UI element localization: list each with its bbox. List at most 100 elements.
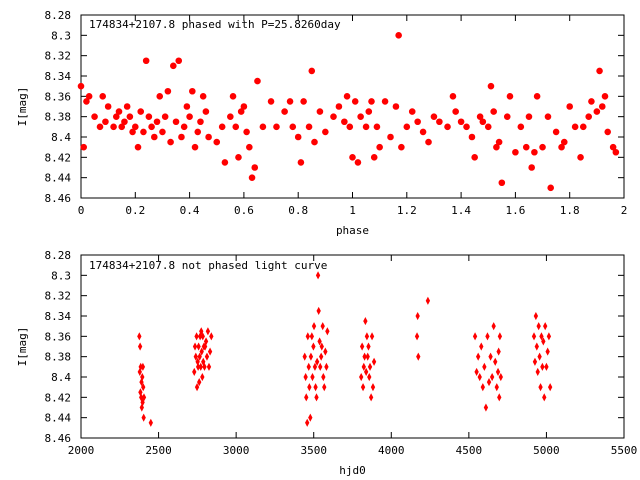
y-tick-label: 8.46 — [45, 192, 72, 205]
x-tick-label: 0 — [78, 204, 85, 217]
data-point — [537, 352, 542, 361]
data-point — [498, 179, 506, 187]
data-point — [452, 108, 459, 115]
data-point — [259, 123, 267, 131]
x-tick-label: 2 — [621, 204, 628, 217]
data-point — [325, 327, 330, 336]
data-point — [531, 332, 537, 341]
data-point — [273, 123, 280, 131]
data-point — [398, 143, 405, 151]
data-point — [436, 118, 443, 126]
data-point — [199, 93, 207, 100]
data-point — [475, 352, 481, 361]
data-point — [471, 154, 478, 161]
data-point — [294, 133, 302, 141]
data-point — [307, 383, 312, 392]
data-point — [544, 113, 552, 120]
data-point — [186, 113, 193, 120]
y-tick-label: 8.4 — [51, 131, 71, 144]
y-axis-label: I[mag] — [16, 327, 29, 367]
data-point — [140, 398, 145, 407]
data-point — [414, 118, 421, 126]
data-point — [199, 327, 204, 336]
data-point — [110, 123, 117, 131]
data-point — [308, 413, 313, 422]
data-point — [566, 103, 574, 110]
x-tick-label: 0.2 — [125, 204, 145, 217]
data-point — [316, 108, 324, 115]
data-point — [341, 118, 348, 126]
y-tick-label: 8.34 — [45, 310, 72, 323]
y-tick-label: 8.42 — [45, 151, 72, 164]
data-point — [318, 362, 323, 371]
x-tick-label: 0.4 — [180, 204, 200, 217]
data-point — [148, 123, 155, 131]
data-point — [533, 311, 539, 321]
data-point — [486, 378, 492, 387]
data-point — [371, 357, 377, 366]
data-point — [142, 57, 150, 65]
data-point — [494, 383, 499, 392]
data-point — [362, 123, 370, 131]
data-point — [547, 184, 554, 192]
data-point — [476, 113, 484, 120]
data-point — [598, 103, 606, 110]
data-point — [153, 118, 161, 126]
data-point — [366, 342, 371, 351]
data-point — [463, 123, 470, 131]
data-point — [522, 143, 530, 151]
data-point — [335, 103, 343, 110]
data-point — [207, 347, 213, 356]
data-point — [485, 332, 490, 341]
data-point — [357, 113, 364, 120]
data-point — [419, 128, 427, 136]
data-point — [539, 143, 546, 151]
data-point — [479, 342, 484, 351]
data-point — [373, 123, 381, 131]
data-point — [237, 108, 245, 115]
y-tick-label: 8.44 — [45, 172, 72, 185]
data-point — [552, 128, 560, 136]
data-point — [541, 337, 546, 346]
data-point — [137, 108, 145, 115]
data-point — [363, 367, 369, 376]
data-point — [367, 372, 372, 382]
data-point — [148, 418, 153, 427]
data-point — [161, 113, 169, 120]
data-point — [213, 138, 221, 146]
y-tick-label: 8.46 — [45, 432, 72, 445]
data-point — [363, 317, 368, 326]
data-point — [200, 332, 205, 341]
data-point — [189, 87, 196, 95]
data-point — [180, 123, 188, 131]
y-tick-label: 8.36 — [45, 90, 72, 103]
data-point — [311, 322, 317, 331]
data-point — [497, 332, 503, 341]
y-tick-label: 8.28 — [45, 249, 72, 262]
data-point — [305, 332, 310, 341]
data-point — [416, 352, 421, 361]
data-point — [305, 123, 313, 131]
data-point — [503, 113, 511, 120]
data-point — [493, 143, 500, 151]
data-point — [83, 98, 90, 105]
data-point — [320, 322, 325, 331]
data-point — [156, 93, 164, 100]
data-point — [322, 383, 327, 392]
data-point — [544, 362, 549, 371]
data-point — [192, 367, 197, 376]
data-point — [137, 342, 143, 351]
data-point — [140, 128, 147, 136]
x-tick-label: 5500 — [611, 444, 638, 457]
data-point — [596, 67, 603, 75]
data-point — [547, 383, 553, 392]
data-point — [167, 138, 174, 146]
data-point — [254, 77, 261, 85]
data-point — [145, 113, 153, 120]
data-point — [560, 138, 568, 146]
data-point — [365, 108, 373, 115]
data-point — [479, 118, 487, 126]
x-tick-label: 1.6 — [505, 204, 525, 217]
data-point — [240, 103, 248, 110]
data-point — [488, 352, 493, 361]
